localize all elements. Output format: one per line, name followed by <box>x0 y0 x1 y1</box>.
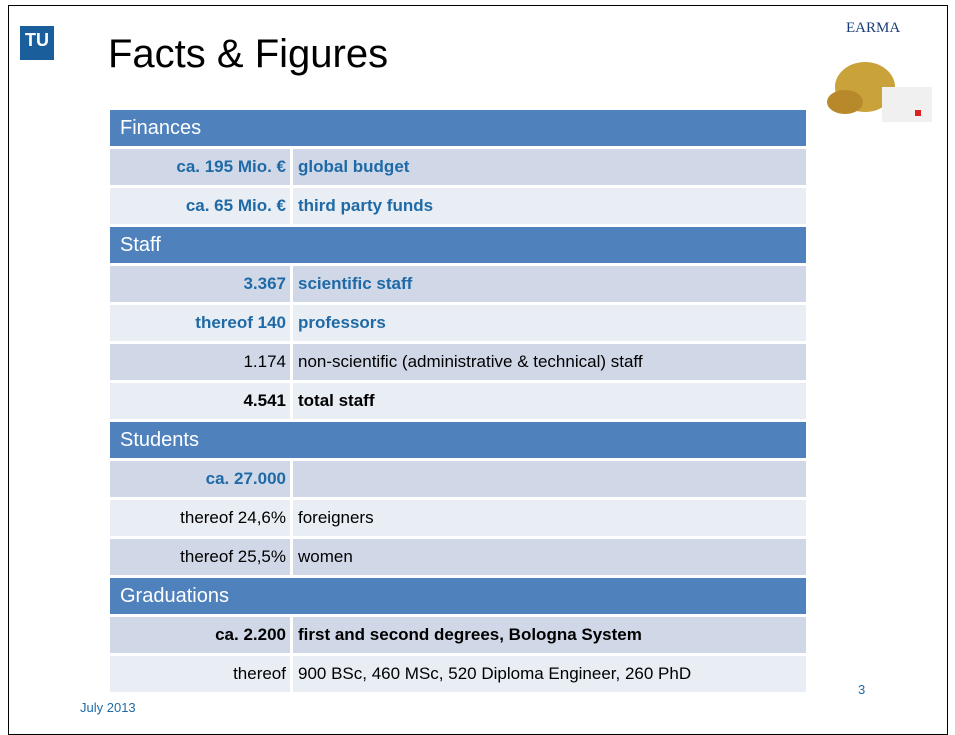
figure-cell: ca. 195 Mio. € <box>110 149 290 185</box>
figure-cell: thereof <box>110 656 290 692</box>
figure-cell: 1.174 <box>110 344 290 380</box>
logo: TU <box>20 26 54 60</box>
figure-cell: 4.541 <box>110 383 290 419</box>
footer-date: July 2013 <box>80 700 136 715</box>
label-cell: foreigners <box>293 500 806 536</box>
label-cell: professors <box>293 305 806 341</box>
section-header: Students <box>110 422 806 458</box>
label-cell: first and second degrees, Bologna System <box>293 617 806 653</box>
figure-cell: ca. 65 Mio. € <box>110 188 290 224</box>
label-cell: non-scientific (administrative & technic… <box>293 344 806 380</box>
label-cell: 900 BSc, 460 MSc, 520 Diploma Engineer, … <box>293 656 806 692</box>
figure-cell: thereof 25,5% <box>110 539 290 575</box>
section-header: Finances <box>110 110 806 146</box>
figure-cell: ca. 27.000 <box>110 461 290 497</box>
label-cell: third party funds <box>293 188 806 224</box>
label-cell: scientific staff <box>293 266 806 302</box>
slide: TU Facts & Figures EARMA Financesca. 195… <box>0 0 955 723</box>
table-row: thereof 24,6%foreigners <box>110 500 806 536</box>
figure-cell: 3.367 <box>110 266 290 302</box>
figure-cell: thereof 24,6% <box>110 500 290 536</box>
sponsor-logo: EARMA <box>846 20 900 37</box>
table-row: ca. 27.000 <box>110 461 806 497</box>
table-row: thereof 25,5%women <box>110 539 806 575</box>
section-header: Graduations <box>110 578 806 614</box>
title: Facts & Figures <box>108 32 388 77</box>
figure-cell: ca. 2.200 <box>110 617 290 653</box>
table-row: ca. 195 Mio. €global budget <box>110 149 806 185</box>
page-number: 3 <box>858 682 865 697</box>
label-cell <box>293 461 806 497</box>
label-cell: global budget <box>293 149 806 185</box>
table-row: ca. 65 Mio. €third party funds <box>110 188 806 224</box>
label-cell: women <box>293 539 806 575</box>
figure-cell: thereof 140 <box>110 305 290 341</box>
label-cell: total staff <box>293 383 806 419</box>
violinist-image <box>820 42 940 132</box>
section-header: Staff <box>110 227 806 263</box>
